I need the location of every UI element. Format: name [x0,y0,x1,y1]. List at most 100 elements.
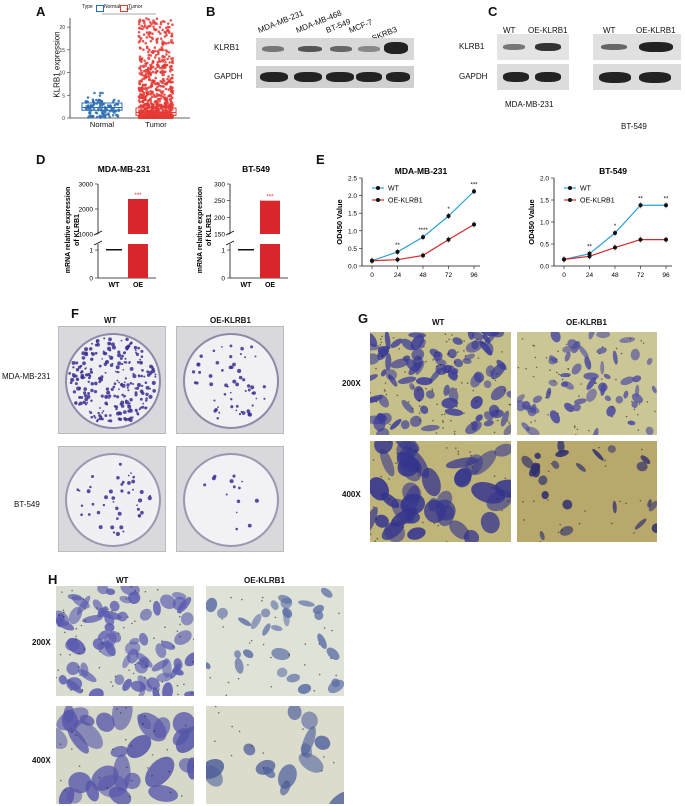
pore [161,681,164,683]
cell [374,441,393,454]
data-point [145,91,149,95]
pore [446,353,449,356]
data-point [170,108,174,111]
pore [457,453,460,455]
pore [78,765,81,767]
pore [611,406,614,408]
cell [370,506,378,537]
colony [131,488,134,491]
colony [110,387,114,392]
colony [80,513,83,517]
y-tick-label: 3000 [79,182,94,189]
data-point [107,113,111,117]
colony [81,356,86,360]
pore [241,598,243,601]
colony [90,357,94,361]
pore [578,522,581,525]
colony [109,414,112,417]
cell [312,604,325,614]
colony [109,419,113,423]
colony [226,385,229,388]
data-point [149,63,152,67]
pore [436,403,438,406]
pore [497,332,500,335]
colony [141,405,145,409]
x-tick-label: 48 [611,272,619,279]
pore [388,478,390,480]
colony [239,353,242,356]
cell [66,679,83,694]
cell [127,648,139,664]
pore [96,607,98,609]
colony [114,370,117,373]
data-point [168,69,172,73]
pore [130,586,132,588]
y-tick-label: 15 [59,48,65,54]
y-tick-label: 1 [221,248,225,255]
pore [489,370,492,373]
colony [140,349,144,353]
data-point [164,49,168,52]
data-point [150,36,154,40]
pore [404,371,406,373]
pore [561,529,563,532]
pore [384,390,386,392]
cell [297,683,312,694]
data-point [157,57,161,60]
colony [152,389,156,393]
colony [123,361,126,364]
data-point [148,48,151,52]
pore [338,612,340,615]
cell [630,348,640,361]
pore [532,500,535,503]
cell [206,662,211,670]
data-point [664,203,668,208]
panel-label-h: H [48,572,58,587]
pore [573,425,576,427]
cell [380,369,387,377]
cell [390,338,403,348]
pore [548,391,551,394]
y-tick-label: 300 [214,182,225,189]
pore [389,423,391,426]
cell [445,457,479,469]
colony [247,523,252,528]
cell [631,393,643,404]
pore [237,677,240,680]
pore [56,676,57,679]
lane-label-oe: OE-KLRB1 [528,26,568,35]
colony [149,364,153,369]
data-point [159,97,163,100]
cell [385,353,392,371]
pore [532,375,535,378]
bar-oe-lower [128,244,148,278]
cell [559,526,574,536]
cell [370,353,380,365]
data-point [166,57,169,61]
colony [115,506,119,511]
colony-dots [76,462,152,537]
data-point [150,22,153,26]
cell [148,785,178,802]
pore [379,343,382,346]
colony [137,514,142,518]
cell [415,377,433,386]
data-point [146,46,149,50]
pore [392,519,394,522]
cell [314,735,331,750]
data-point [139,58,142,61]
data-point [154,53,158,57]
pore [169,791,172,794]
colony [89,368,93,371]
pore [395,462,397,464]
data-point [170,68,174,72]
legend-label: WT [580,186,592,193]
cell [56,727,68,749]
significance: *** [126,8,132,14]
colony [129,381,133,385]
colony [80,504,84,507]
cell [97,586,109,595]
pore [469,451,471,453]
y-tick-label: 0.0 [540,264,549,271]
cell [550,332,561,343]
